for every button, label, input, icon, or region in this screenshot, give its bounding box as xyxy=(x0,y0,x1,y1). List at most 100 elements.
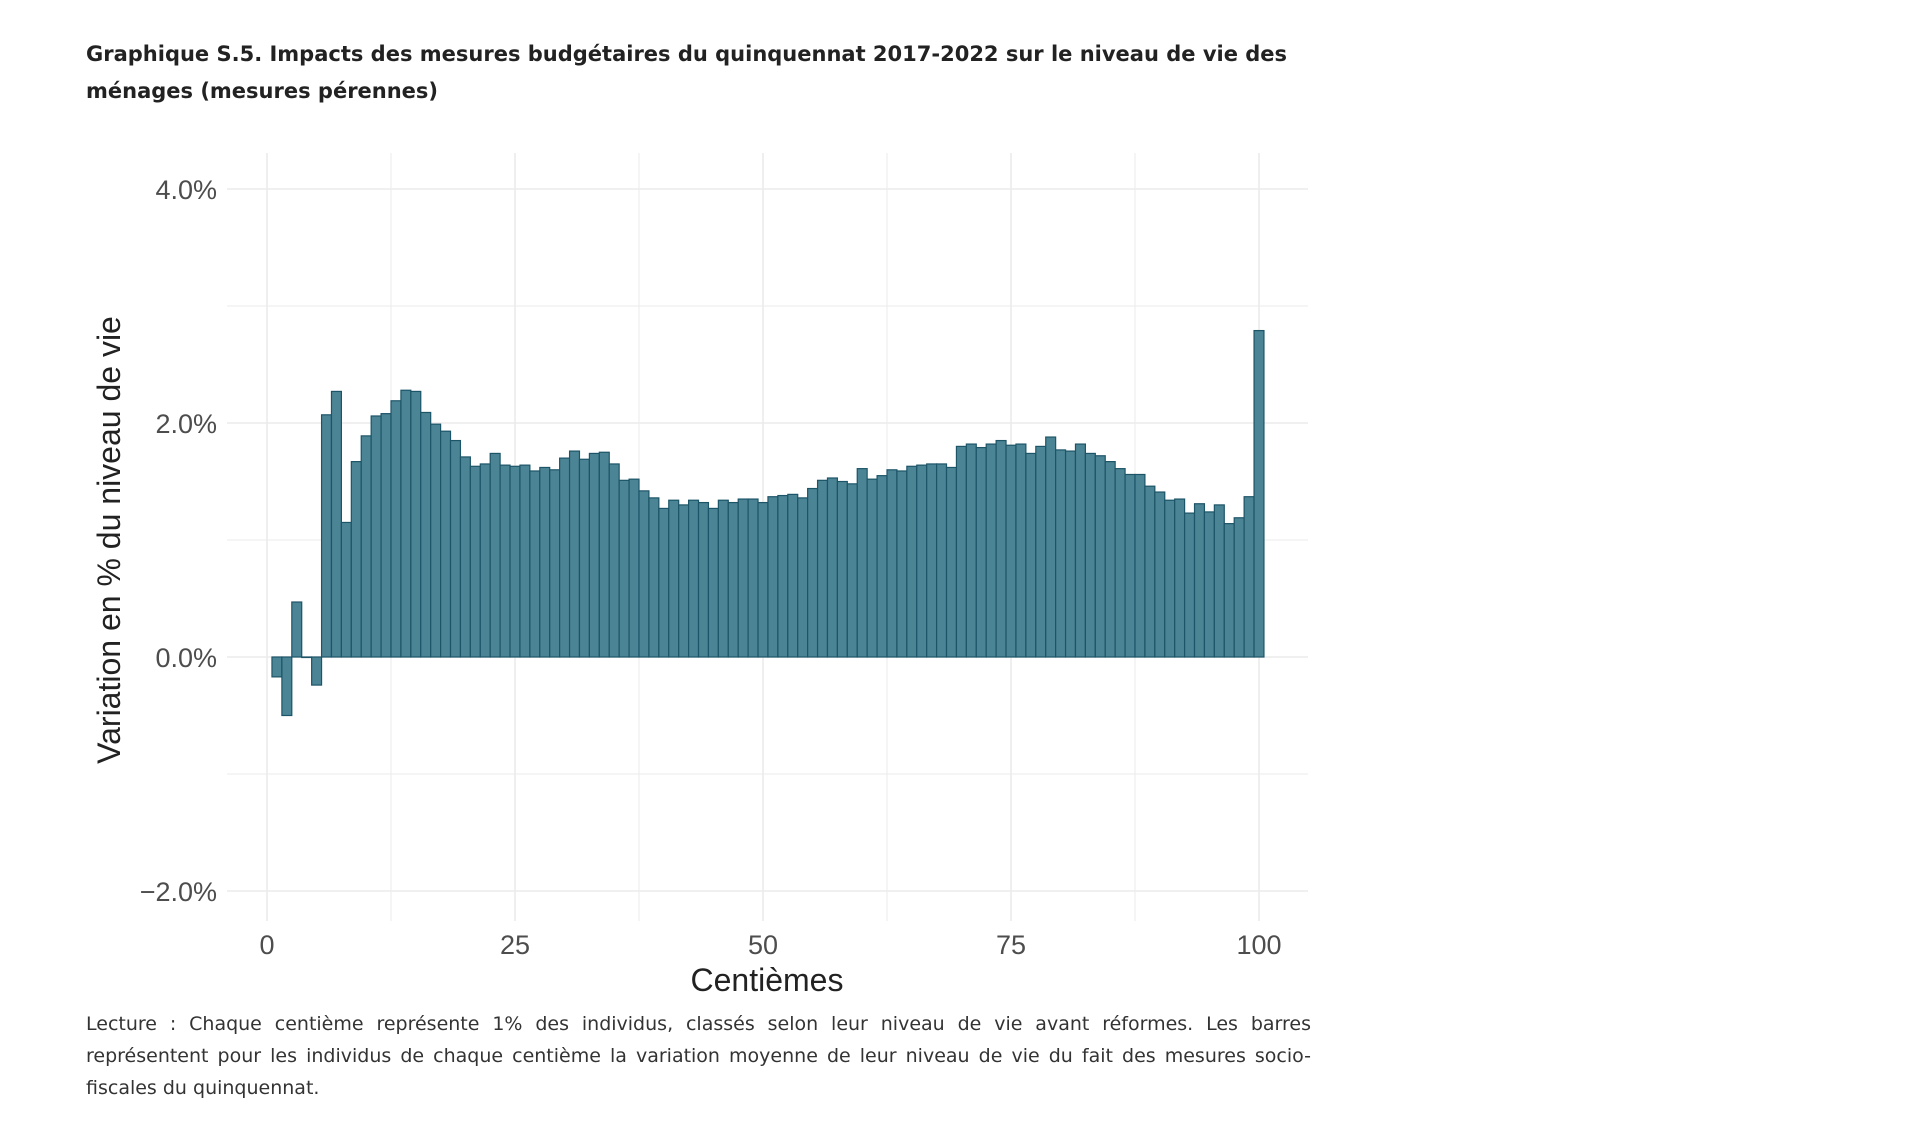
bar-43 xyxy=(687,499,700,658)
bar-2 xyxy=(281,656,293,717)
bar-4 xyxy=(301,656,313,659)
bar-27 xyxy=(529,470,541,658)
bar-31 xyxy=(568,450,581,658)
bar-87 xyxy=(1124,473,1136,658)
bar-75 xyxy=(1005,444,1017,658)
bar-10 xyxy=(360,435,372,658)
bar-86 xyxy=(1114,468,1126,658)
x-tick-label: 0 xyxy=(259,930,274,960)
bar-22 xyxy=(479,463,491,658)
bar-82 xyxy=(1074,443,1086,658)
bar-74 xyxy=(995,439,1007,658)
bar-71 xyxy=(965,443,977,658)
bar-49 xyxy=(747,498,759,658)
bar-67 xyxy=(926,463,938,658)
bar-94 xyxy=(1193,503,1206,658)
bar-48 xyxy=(737,498,749,658)
bar-97 xyxy=(1223,523,1235,658)
bar-8 xyxy=(340,521,352,658)
bar-99 xyxy=(1243,496,1255,658)
bar-3 xyxy=(291,601,303,658)
bar-84 xyxy=(1094,455,1106,658)
bar-39 xyxy=(648,497,660,658)
bar-45 xyxy=(707,507,719,658)
bar-96 xyxy=(1213,504,1225,658)
bar-25 xyxy=(509,465,521,658)
bar-17 xyxy=(430,423,442,658)
bar-29 xyxy=(549,469,561,658)
bar-47 xyxy=(727,501,739,658)
bar-46 xyxy=(717,499,729,658)
bar-35 xyxy=(608,463,620,658)
bar-93 xyxy=(1183,512,1196,658)
x-tick-label: 100 xyxy=(1236,930,1281,960)
bar-98 xyxy=(1233,517,1245,658)
bar-55 xyxy=(807,487,819,658)
bar-21 xyxy=(469,465,481,658)
bar-13 xyxy=(390,400,402,658)
bar-56 xyxy=(816,479,829,658)
tick-labels: 0 25 50 75 100 −2.0% 0.0% 2.0% 4.0% xyxy=(140,175,1282,960)
bar-33 xyxy=(588,452,600,658)
bar-15 xyxy=(410,390,422,658)
bars xyxy=(271,329,1265,717)
bar-6 xyxy=(320,414,333,658)
bar-88 xyxy=(1134,473,1146,658)
bar-44 xyxy=(697,501,710,658)
bar-80 xyxy=(1055,449,1067,658)
bar-61 xyxy=(866,478,878,658)
bar-89 xyxy=(1144,485,1156,658)
bar-79 xyxy=(1045,436,1057,658)
bar-32 xyxy=(578,458,590,658)
bar-26 xyxy=(519,464,531,658)
bar-42 xyxy=(678,504,690,658)
y-tick-label: 0.0% xyxy=(155,643,217,673)
bar-51 xyxy=(767,496,779,658)
bar-62 xyxy=(876,475,888,658)
bar-38 xyxy=(638,490,650,658)
bar-57 xyxy=(826,477,838,658)
bar-52 xyxy=(777,494,789,658)
y-axis-title: Variation en % du niveau de vie xyxy=(91,316,127,764)
x-tick-label: 75 xyxy=(996,930,1026,960)
bar-20 xyxy=(459,456,471,658)
bar-19 xyxy=(449,439,462,658)
bar-78 xyxy=(1035,445,1047,658)
bar-40 xyxy=(658,507,670,658)
x-axis-title: Centièmes xyxy=(691,962,844,998)
bar-83 xyxy=(1084,452,1096,658)
bar-37 xyxy=(628,478,640,658)
bar-60 xyxy=(856,468,868,658)
bar-68 xyxy=(935,463,948,658)
bar-28 xyxy=(539,466,551,658)
bar-95 xyxy=(1203,511,1215,658)
bar-9 xyxy=(350,461,362,658)
bar-100 xyxy=(1253,329,1265,658)
chart-caption: Lecture : Chaque centième représente 1% … xyxy=(86,1013,1311,1099)
bar-chart: 0 25 50 75 100 −2.0% 0.0% 2.0% 4.0% Centièmes Va… xyxy=(91,153,1308,998)
bar-18 xyxy=(440,430,452,658)
bar-36 xyxy=(618,479,630,658)
bar-41 xyxy=(668,499,680,658)
bar-34 xyxy=(598,451,610,658)
bar-58 xyxy=(836,480,848,658)
bar-64 xyxy=(896,470,908,658)
bar-85 xyxy=(1104,461,1116,658)
bar-63 xyxy=(886,469,898,658)
bar-76 xyxy=(1015,443,1027,658)
bar-54 xyxy=(797,497,809,658)
bar-50 xyxy=(757,501,769,658)
bar-77 xyxy=(1025,452,1037,658)
y-tick-label: 4.0% xyxy=(155,175,217,205)
y-tick-label: −2.0% xyxy=(140,877,217,907)
bar-91 xyxy=(1164,499,1176,658)
bar-59 xyxy=(846,483,858,658)
bar-81 xyxy=(1064,450,1077,658)
bar-92 xyxy=(1174,498,1186,658)
bar-16 xyxy=(420,411,432,658)
bar-7 xyxy=(330,390,343,658)
bar-65 xyxy=(906,465,918,658)
bar-66 xyxy=(916,464,928,658)
y-tick-label: 2.0% xyxy=(155,409,217,439)
bar-53 xyxy=(787,493,799,658)
